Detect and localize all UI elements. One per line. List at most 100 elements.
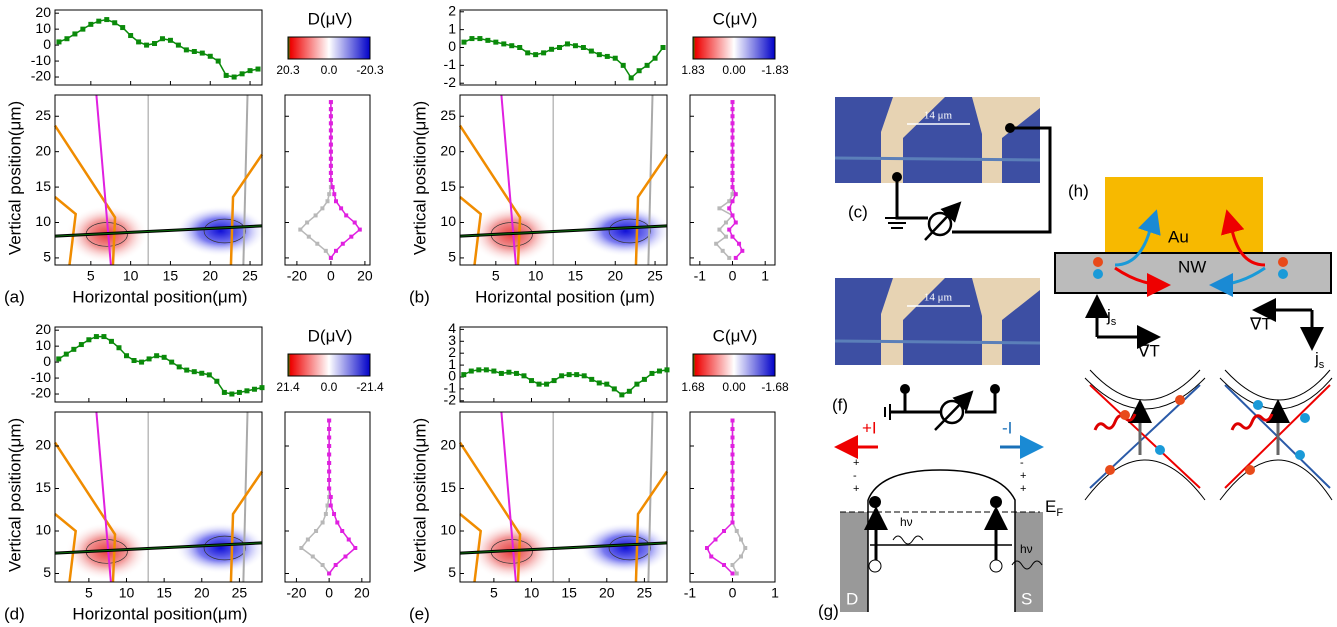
y-axis-label: Vertical position(μm) <box>5 418 24 572</box>
profile-point <box>116 345 122 351</box>
profile-point <box>96 18 102 24</box>
y-axis-label: Vertical position(μm) <box>5 101 24 255</box>
x-axis-label: Horizontal position(μm) <box>72 287 247 306</box>
side-point <box>717 206 722 211</box>
side-point <box>730 114 735 119</box>
y-tick-label: -20 <box>31 68 51 84</box>
current-label: -I <box>1002 418 1012 437</box>
y-tick-label: -10 <box>31 369 51 385</box>
profile-point <box>581 373 587 379</box>
side-point <box>328 156 333 161</box>
side-profile <box>330 102 361 259</box>
side-point <box>733 220 738 225</box>
y-tick-label: 1 <box>448 356 456 372</box>
fermi-e: E <box>1045 497 1056 516</box>
electrode <box>972 97 1040 183</box>
dirac-cone <box>1084 369 1206 501</box>
x-tick-label: 25 <box>637 585 653 601</box>
js-sub: s <box>1319 359 1325 371</box>
profile-point <box>664 367 670 373</box>
profile-point <box>104 17 110 23</box>
profile-point <box>506 369 512 375</box>
dirac-cone <box>1219 369 1333 501</box>
side-point <box>730 461 735 465</box>
electron <box>1175 395 1185 405</box>
side-point <box>332 512 337 516</box>
side-point <box>340 529 345 533</box>
y-tick-label: 5 <box>448 564 456 580</box>
profile-point <box>63 351 69 357</box>
fermi-sub: F <box>1056 507 1063 519</box>
x-axis-label: Horizontal position(μm) <box>72 604 247 623</box>
colorbar-label: 0.0 <box>321 380 338 394</box>
profile-point <box>509 43 515 49</box>
side-point <box>730 170 735 175</box>
spin-current <box>1221 209 1266 267</box>
photon <box>1230 413 1274 431</box>
y-tick-label: -1 <box>444 380 457 396</box>
electron <box>1300 413 1310 423</box>
photon <box>892 535 924 545</box>
electron <box>1278 257 1288 267</box>
profile-point <box>477 36 483 42</box>
side-point <box>328 170 333 175</box>
side-point <box>328 107 333 112</box>
profile-point <box>184 367 190 373</box>
x-tick-label: 10 <box>524 585 540 601</box>
y-tick-label: 10 <box>35 337 51 353</box>
plot-frame <box>459 94 668 266</box>
side-point <box>314 529 319 533</box>
photon <box>1011 560 1043 570</box>
charge-sign: + <box>853 483 859 495</box>
y-tick-label: 3 <box>448 332 456 348</box>
profile-point <box>247 68 253 74</box>
y-tick-label: 20 <box>35 321 51 337</box>
charge-sign: + <box>1020 483 1026 495</box>
charge-sign: + <box>853 457 859 469</box>
side-point <box>730 495 735 499</box>
spin-current <box>1209 266 1266 297</box>
profile-point <box>101 334 107 340</box>
side-point <box>727 227 732 232</box>
colorbar-label: -1.68 <box>761 380 789 394</box>
electron <box>990 496 1002 508</box>
contact-outline <box>634 153 669 266</box>
electron <box>1120 410 1130 420</box>
x-tick-label: 25 <box>242 268 258 284</box>
panel-label: (c) <box>848 202 868 221</box>
x-tick-label: 15 <box>568 268 584 284</box>
profile-point <box>529 378 535 384</box>
plot-frame <box>459 411 668 583</box>
x-tick-label: 15 <box>561 585 577 601</box>
y-tick-label: 20 <box>440 142 456 158</box>
profile-point <box>485 37 491 43</box>
side-point <box>343 554 348 559</box>
side-profile <box>299 102 332 259</box>
profile-line <box>58 18 259 78</box>
x-tick-label: 10 <box>528 268 544 284</box>
side-point <box>709 554 714 559</box>
y-axis-label: Vertical position(μm) <box>410 101 429 255</box>
side-point <box>328 128 333 133</box>
profile-point <box>536 381 542 387</box>
y-tick-label: 0 <box>43 353 51 369</box>
electron <box>1155 445 1165 455</box>
scan-line <box>500 94 517 266</box>
profile-point <box>544 381 550 387</box>
profile-point <box>154 353 160 359</box>
side-point <box>730 107 735 112</box>
side-point <box>352 220 357 225</box>
electron <box>1093 257 1103 267</box>
plot-frame <box>459 326 668 403</box>
profile-point <box>588 48 594 54</box>
side-point <box>730 452 735 457</box>
colorbar <box>287 36 371 60</box>
side-point <box>730 100 735 105</box>
js-j: j <box>1314 349 1319 368</box>
profile-point <box>498 370 504 376</box>
side-point <box>743 546 748 550</box>
scale-text: 14 μm <box>924 292 953 304</box>
plot-frame <box>54 411 263 583</box>
x-tick-label: 25 <box>232 585 248 601</box>
side-point <box>328 163 333 168</box>
